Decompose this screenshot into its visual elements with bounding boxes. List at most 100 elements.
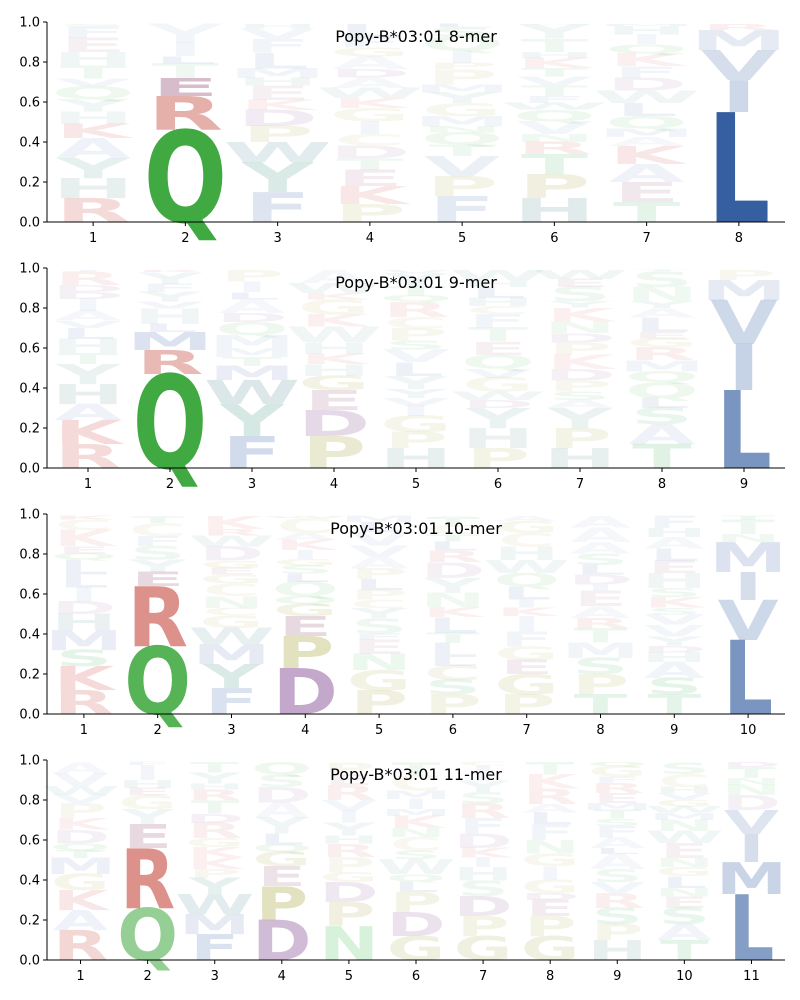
logo-column-2: QREYGEHIF: [117, 761, 178, 977]
logo-filler-letter: P: [712, 267, 776, 283]
logo-column-7: TEAKAMQLWDFKQIHM: [592, 23, 701, 228]
x-tick-label: 5: [375, 723, 383, 738]
x-tick-label: 1: [80, 723, 88, 738]
logo-column-1: RKAHYTHLVAIDDRI: [51, 267, 125, 476]
x-tick-label: 2: [181, 231, 189, 246]
logo-panel-3: RKSMHDILLQEKCKQREYSFCTVFYMWGCNCGEGDWRKDP…: [19, 508, 787, 739]
x-tick-label: 7: [479, 969, 487, 984]
x-tick-label: 3: [248, 477, 256, 492]
y-tick-label: 1.0: [19, 508, 40, 523]
x-tick-label: 8: [735, 231, 743, 246]
logo-filler-letter: V: [516, 24, 592, 25]
logo-column-7: GPDSHIKDFRSYIC: [453, 761, 514, 968]
logo-column-9: HPSRVSALAFSTMERFGQ: [582, 761, 653, 967]
x-tick-label: 2: [166, 477, 174, 492]
y-tick-label: 0.6: [19, 588, 40, 603]
y-tick-label: 0.2: [19, 176, 40, 191]
logo-column-6: HPTRNVQWFTVTKHTYV: [500, 21, 609, 230]
logo-column-4: PKETDCIGKWADAGFL: [316, 20, 425, 228]
logo-column-3: FYWPDKEHMLFVH: [223, 23, 332, 232]
y-tick-label: 0.2: [19, 668, 40, 683]
x-tick-label: 8: [546, 969, 554, 984]
logo-filler-letter: V: [127, 516, 188, 517]
y-tick-label: 0.8: [19, 794, 40, 809]
x-tick-label: 4: [278, 969, 286, 984]
logo-filler-letter: M: [598, 23, 696, 26]
logo-column-5: HPGIVYYLVSPCRQTYV: [379, 269, 453, 475]
y-tick-label: 0.6: [19, 342, 40, 357]
x-tick-label: 1: [84, 477, 92, 492]
y-tick-label: 0.0: [19, 462, 40, 477]
y-tick-label: 0.8: [19, 56, 40, 71]
logo-filler-letter: V: [147, 21, 224, 37]
logo-filler-letter: T: [526, 759, 576, 779]
x-tick-label: 9: [670, 723, 678, 738]
y-tick-label: 0.4: [19, 874, 40, 889]
logo-filler-letter: Q: [251, 759, 312, 778]
x-tick-label: 7: [523, 723, 531, 738]
x-tick-label: 10: [740, 723, 757, 738]
x-tick-label: 9: [740, 477, 748, 492]
logo-column-5: PGNEFSYCPLPAVVLM: [340, 514, 418, 722]
x-tick-label: 3: [227, 723, 235, 738]
logo-column-7: HPYASPDKPDNKYSEW: [532, 268, 628, 475]
x-tick-label: 6: [449, 723, 457, 738]
x-tick-label: 9: [613, 969, 621, 984]
logo-filler-letter: F: [123, 761, 172, 766]
panel-title: Popy-B*03:01 11-mer: [330, 765, 502, 784]
logo-column-7: PGEGFIKILQWHCGA: [483, 515, 570, 721]
logo-filler-letter: H: [236, 23, 318, 30]
logo-filler-letter: F: [647, 513, 701, 532]
logo-panel-1: RHYAKHYQVTHEFSQRETLIIVFYWPDKEHMLFVHPKETD…: [19, 16, 788, 259]
logo-column-9: TSAHDYVVSKSHELAHF: [641, 513, 707, 721]
x-tick-label: 10: [676, 969, 693, 984]
x-tick-label: 4: [330, 477, 338, 492]
logo-column-2: QRETLIIV: [144, 21, 228, 252]
x-tick-label: 1: [76, 969, 84, 984]
y-tick-label: 1.0: [19, 262, 40, 277]
panel-title: Popy-B*03:01 10-mer: [330, 519, 502, 538]
logo-filler-letter: T: [632, 270, 692, 272]
x-tick-label: 3: [273, 231, 281, 246]
logo-column-1: RHYAKHYQVTHEFS: [51, 23, 135, 230]
x-tick-label: 6: [412, 969, 420, 984]
logo-column-3: FYWMTMMQDALIP: [204, 267, 300, 479]
x-tick-label: 5: [345, 969, 353, 984]
logo-filler-letter: R: [701, 22, 777, 32]
x-tick-label: 1: [89, 231, 97, 246]
y-tick-label: 0.0: [19, 708, 40, 723]
logo-column-1: RKSMHDILLQEKCK: [45, 515, 123, 722]
logo-filler-letter: I: [72, 270, 105, 272]
x-tick-label: 4: [301, 723, 309, 738]
logo-panel-4: RAKGMTQDKPVWVAQREYGEHIFFMWYPKKGRDTRHYTDP…: [19, 754, 787, 985]
logo-filler-letter: P: [390, 762, 442, 763]
logo-filler-letter: K: [53, 515, 117, 521]
y-tick-label: 0.4: [19, 628, 40, 643]
logo-column-3: FMWYPKKGRDTRHYT: [175, 759, 254, 968]
y-tick-label: 0.0: [19, 216, 40, 231]
logo-column-5: NPDGPRHYIVREP: [319, 759, 379, 971]
x-tick-label: 3: [211, 969, 219, 984]
logo-filler-letter: T: [721, 515, 775, 522]
logo-column-4: DPEGQLYADSQ: [251, 759, 312, 974]
y-tick-label: 0.4: [19, 136, 40, 151]
logo-filler-letter: A: [53, 759, 108, 777]
logo-column-4: DPEGQQLSGIKACW: [262, 514, 349, 729]
y-tick-label: 0.6: [19, 834, 40, 849]
logo-column-6: GDPLQWSCNKMIMCTP: [377, 760, 456, 969]
x-tick-label: 2: [154, 723, 162, 738]
y-tick-label: 0.2: [19, 422, 40, 437]
x-tick-label: 8: [596, 723, 604, 738]
x-tick-label: 2: [143, 969, 151, 984]
y-tick-label: 0.6: [19, 96, 40, 111]
logo-filler-letter: Q: [587, 761, 648, 767]
x-tick-label: 7: [642, 231, 650, 246]
x-tick-label: 11: [743, 969, 760, 984]
